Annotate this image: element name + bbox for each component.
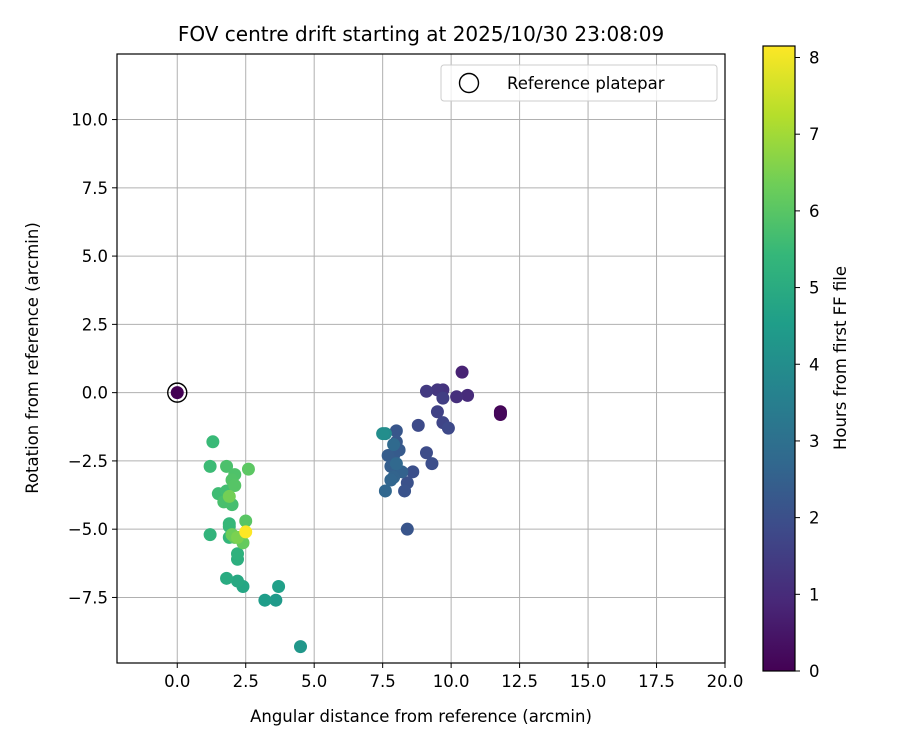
data-point xyxy=(441,421,455,435)
y-tick-label: 0.0 xyxy=(82,384,108,403)
data-point xyxy=(430,405,444,419)
legend: Reference platepar xyxy=(440,64,718,102)
data-point xyxy=(461,388,475,402)
x-axis-ticks: 0.0 2.5 5.0 7.5 10.0 12.5 15.0 17.5 20.0 xyxy=(164,663,743,691)
data-point xyxy=(241,462,255,476)
colorbar-tick-label: 2 xyxy=(809,509,820,528)
data-point xyxy=(269,593,283,607)
x-tick-label: 7.5 xyxy=(370,672,396,691)
data-point xyxy=(239,525,253,539)
x-tick-label: 2.5 xyxy=(233,672,259,691)
data-point xyxy=(381,448,395,462)
colorbar-frame xyxy=(762,45,796,672)
y-axis-label: Rotation from reference (arcmin) xyxy=(23,222,42,494)
colorbar: 0 1 2 3 4 5 6 7 8 Hours from first FF file xyxy=(762,45,850,681)
data-point xyxy=(272,580,286,594)
data-point xyxy=(231,547,245,561)
colorbar-tick-label: 7 xyxy=(809,125,820,144)
data-point xyxy=(436,391,450,405)
colorbar-tick-label: 6 xyxy=(809,202,820,221)
data-point xyxy=(239,514,253,528)
data-point xyxy=(203,528,217,542)
y-tick-label: −2.5 xyxy=(68,452,108,471)
data-point xyxy=(228,478,242,492)
scatter-points xyxy=(167,365,507,654)
plot-frame xyxy=(116,53,726,664)
data-point xyxy=(419,384,433,398)
data-point xyxy=(378,484,392,498)
data-point xyxy=(203,459,217,473)
y-tick-label: 10.0 xyxy=(71,111,108,130)
colorbar-ticks: 0 1 2 3 4 5 6 7 8 xyxy=(795,49,820,681)
y-tick-label: 2.5 xyxy=(82,315,108,334)
y-tick-label: 5.0 xyxy=(82,247,108,266)
x-tick-label: 15.0 xyxy=(570,672,607,691)
colorbar-tick-label: 5 xyxy=(809,279,820,298)
colorbar-tick-label: 4 xyxy=(809,355,820,374)
colorbar-gradient xyxy=(763,46,795,671)
data-point xyxy=(389,424,403,438)
colorbar-tick-label: 0 xyxy=(809,662,820,681)
data-point xyxy=(411,418,425,432)
x-tick-label: 17.5 xyxy=(638,672,675,691)
data-point xyxy=(400,522,414,536)
x-tick-label: 5.0 xyxy=(301,672,327,691)
data-point xyxy=(425,457,439,471)
data-point xyxy=(406,465,420,479)
data-point xyxy=(220,459,234,473)
x-tick-label: 0.0 xyxy=(164,672,190,691)
data-point xyxy=(220,571,234,585)
y-tick-label: −5.0 xyxy=(68,520,108,539)
x-tick-label: 12.5 xyxy=(501,672,538,691)
x-tick-label: 20.0 xyxy=(707,672,744,691)
data-point xyxy=(389,457,403,471)
x-axis-label: Angular distance from reference (arcmin) xyxy=(250,707,592,726)
data-point xyxy=(398,484,412,498)
colorbar-tick-label: 8 xyxy=(809,49,820,68)
colorbar-tick-label: 1 xyxy=(809,585,820,604)
data-point xyxy=(493,406,507,420)
data-point xyxy=(387,438,401,452)
x-tick-label: 10.0 xyxy=(433,672,470,691)
chart-title: FOV centre drift starting at 2025/10/30 … xyxy=(178,22,664,46)
data-point xyxy=(376,427,390,441)
data-point xyxy=(222,489,236,503)
data-point xyxy=(293,640,307,654)
data-point xyxy=(206,435,220,449)
data-point xyxy=(231,574,245,588)
y-axis-ticks: −7.5 −5.0 −2.5 0.0 2.5 5.0 7.5 10.0 xyxy=(68,111,117,607)
grid xyxy=(117,54,726,663)
reference-ring xyxy=(167,382,188,403)
reference-point xyxy=(170,386,184,400)
legend-box xyxy=(440,64,718,102)
y-tick-label: −7.5 xyxy=(68,588,108,607)
data-point xyxy=(450,390,464,404)
legend-marker xyxy=(458,72,480,94)
y-tick-label: 7.5 xyxy=(82,179,108,198)
data-point xyxy=(455,365,469,379)
colorbar-label: Hours from first FF file xyxy=(831,266,850,450)
data-point xyxy=(419,446,433,460)
data-point xyxy=(258,593,272,607)
data-point xyxy=(384,473,398,487)
colorbar-tick-label: 3 xyxy=(809,432,820,451)
legend-entry: Reference platepar xyxy=(507,74,665,93)
